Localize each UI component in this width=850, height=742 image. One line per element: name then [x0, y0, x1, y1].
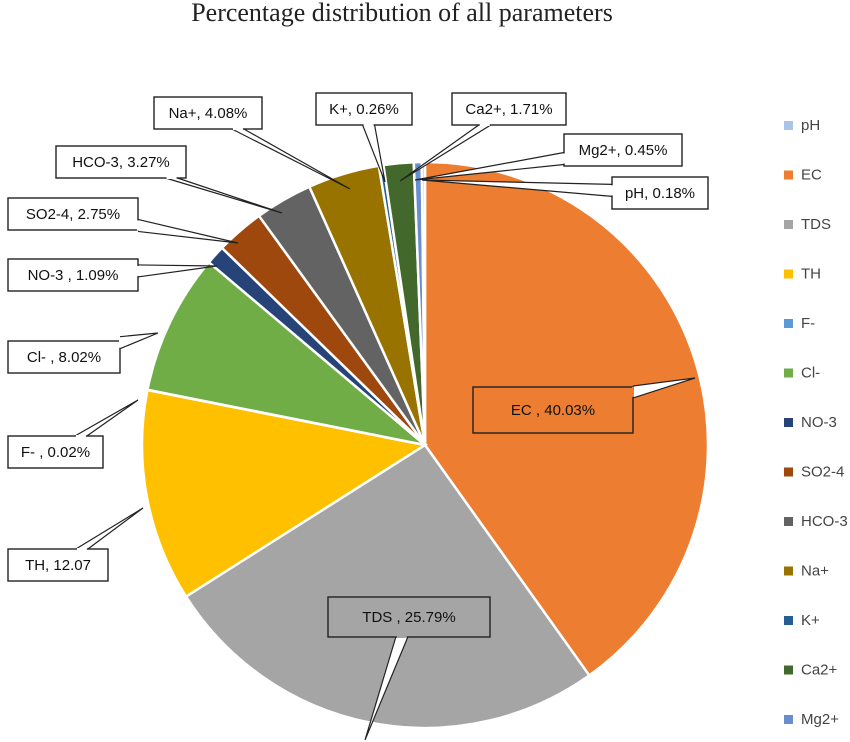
- legend-item-ca2: Ca2+: [784, 662, 838, 679]
- data-label-hco3: HCO-3, 3.27%: [55, 145, 283, 214]
- legend-item-tds: TDS: [784, 216, 831, 233]
- legend-label: F-: [801, 315, 815, 332]
- legend-swatch: [784, 170, 793, 180]
- legend-swatch: [784, 121, 793, 130]
- data-label-text: NO-3 , 1.09%: [28, 267, 119, 284]
- callout-pointer: [74, 399, 139, 437]
- legend-swatch: [784, 269, 793, 279]
- data-label-text: K+, 0.26%: [329, 101, 399, 118]
- legend: pH EC TDS TH F- Cl- NO-3 SO2-4 HCO-3 Na+ K+ Ca2+ Mg2…: [784, 117, 848, 728]
- data-label-text: Ca2+, 1.71%: [465, 101, 552, 118]
- callout-pointer: [75, 507, 144, 550]
- legend-item-hco3: HCO-3: [784, 513, 848, 530]
- legend-swatch: [784, 665, 793, 675]
- callout-pointer: [231, 128, 351, 190]
- legend-swatch: [784, 418, 793, 427]
- pie-slice-th: [140, 388, 429, 599]
- callout-box: [55, 145, 187, 179]
- legend-label: Ca2+: [801, 662, 838, 679]
- legend-swatch: [784, 319, 793, 328]
- callout-box: [611, 176, 709, 210]
- data-label-k: K+, 0.26%: [315, 92, 413, 183]
- callout-pointer: [362, 124, 386, 183]
- pie-slices: [140, 160, 710, 730]
- data-label-th: TH, 12.07: [7, 507, 144, 582]
- chart-title: Percentage distribution of all parameter…: [191, 0, 613, 27]
- legend-item-mg2: Mg2+: [784, 711, 839, 728]
- data-label-ca2: Ca2+, 1.71%: [399, 92, 567, 182]
- callout-pointer: [421, 179, 613, 197]
- legend-item-th: TH: [784, 266, 821, 283]
- data-label-text: F- , 0.02%: [21, 444, 90, 461]
- legend-swatch: [784, 517, 793, 526]
- data-label-mg2: Mg2+, 0.45%: [414, 133, 683, 181]
- pie-slice-ph: [420, 160, 427, 446]
- data-label-f: F- , 0.02%: [7, 399, 139, 469]
- legend-item-f: F-: [784, 315, 815, 332]
- legend-label: Mg2+: [801, 711, 839, 728]
- callout-box: [7, 258, 139, 292]
- callout-box: [7, 197, 139, 231]
- callout-box: [7, 435, 104, 469]
- data-label-tds: TDS , 25.79%: [327, 596, 491, 741]
- legend-label: EC: [801, 167, 822, 184]
- callout-box: [472, 386, 634, 434]
- legend-item-ph: pH: [784, 117, 820, 134]
- legend-label: HCO-3: [801, 513, 848, 530]
- data-label-callouts: EC , 40.03% TDS , 25.79% TH, 12.07 F- , 0.0…: [7, 92, 709, 741]
- callout-pointer: [137, 264, 218, 278]
- callout-box: [563, 133, 683, 167]
- data-label-no3: NO-3 , 1.09%: [7, 258, 218, 292]
- callout-pointer: [414, 151, 565, 181]
- legend-item-cl: Cl-: [784, 365, 820, 382]
- legend-label: TDS: [801, 216, 831, 233]
- data-label-text: SO2-4, 2.75%: [26, 206, 120, 223]
- legend-label: K+: [801, 612, 820, 629]
- data-label-ph: pH, 0.18%: [421, 176, 709, 210]
- legend-swatch: [784, 467, 793, 477]
- callout-box: [7, 548, 109, 582]
- legend-item-na: Na+: [784, 563, 829, 580]
- data-label-cl: Cl- , 8.02%: [7, 332, 159, 374]
- legend-swatch: [784, 368, 793, 378]
- data-label-na: Na+, 4.08%: [153, 96, 351, 190]
- legend-item-so24: SO2-4: [784, 464, 844, 481]
- callout-box: [327, 596, 491, 638]
- legend-item-ec: EC: [784, 167, 822, 184]
- legend-label: Cl-: [801, 365, 820, 382]
- callout-pointer: [399, 124, 492, 182]
- data-label-text: Na+, 4.08%: [169, 105, 248, 122]
- legend-swatch: [784, 220, 793, 229]
- data-label-text: Mg2+, 0.45%: [579, 142, 668, 159]
- callout-pointer: [364, 636, 409, 741]
- callout-pointer: [632, 377, 696, 399]
- callout-box: [7, 340, 121, 374]
- data-label-text: Cl- , 8.02%: [27, 349, 101, 366]
- data-label-ec: EC , 40.03%: [472, 377, 696, 434]
- callout-pointer: [137, 218, 239, 244]
- legend-swatch: [784, 715, 793, 724]
- callout-pointer: [165, 177, 283, 214]
- callout-box: [153, 96, 263, 130]
- legend-label: SO2-4: [801, 464, 844, 481]
- legend-label: NO-3: [801, 414, 837, 431]
- data-label-text: HCO-3, 3.27%: [72, 154, 170, 171]
- callout-box: [451, 92, 567, 126]
- callout-pointer: [119, 332, 159, 350]
- legend-swatch: [784, 616, 793, 625]
- legend-swatch: [784, 566, 793, 576]
- legend-label: TH: [801, 266, 821, 283]
- data-label-text: pH, 0.18%: [625, 185, 695, 202]
- callout-box: [315, 92, 413, 126]
- legend-item-k: K+: [784, 612, 820, 629]
- legend-label: Na+: [801, 563, 829, 580]
- legend-item-no3: NO-3: [784, 414, 837, 431]
- legend-label: pH: [801, 117, 820, 134]
- data-label-text: TDS , 25.79%: [362, 609, 455, 626]
- data-label-text: EC , 40.03%: [511, 402, 595, 419]
- data-label-so24: SO2-4, 2.75%: [7, 197, 239, 244]
- data-label-text: TH, 12.07: [25, 557, 91, 574]
